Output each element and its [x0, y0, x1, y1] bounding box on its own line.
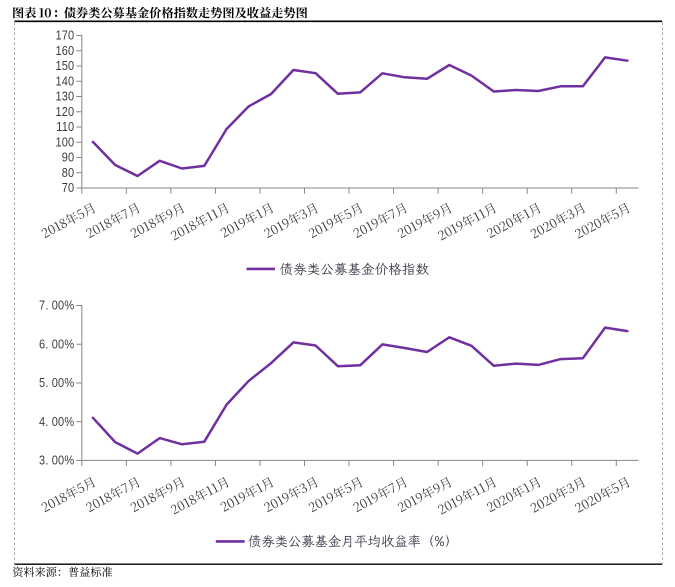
svg-text:6. 00%: 6. 00% [39, 337, 74, 352]
svg-text:110: 110 [56, 119, 74, 134]
svg-text:140: 140 [55, 74, 74, 89]
svg-text:90: 90 [62, 150, 75, 165]
svg-text:3. 00%: 3. 00% [39, 453, 74, 468]
svg-text:7. 00%: 7. 00% [39, 298, 74, 313]
svg-text:170: 170 [55, 28, 74, 43]
svg-text:4. 00%: 4. 00% [39, 414, 74, 429]
svg-text:100: 100 [55, 135, 74, 150]
svg-text:80: 80 [62, 165, 75, 180]
svg-text:150: 150 [55, 58, 74, 73]
svg-text:130: 130 [55, 89, 74, 104]
svg-text:5. 00%: 5. 00% [39, 375, 74, 390]
svg-text:70: 70 [62, 180, 75, 195]
svg-text:120: 120 [55, 104, 74, 119]
svg-text:160: 160 [55, 43, 74, 58]
